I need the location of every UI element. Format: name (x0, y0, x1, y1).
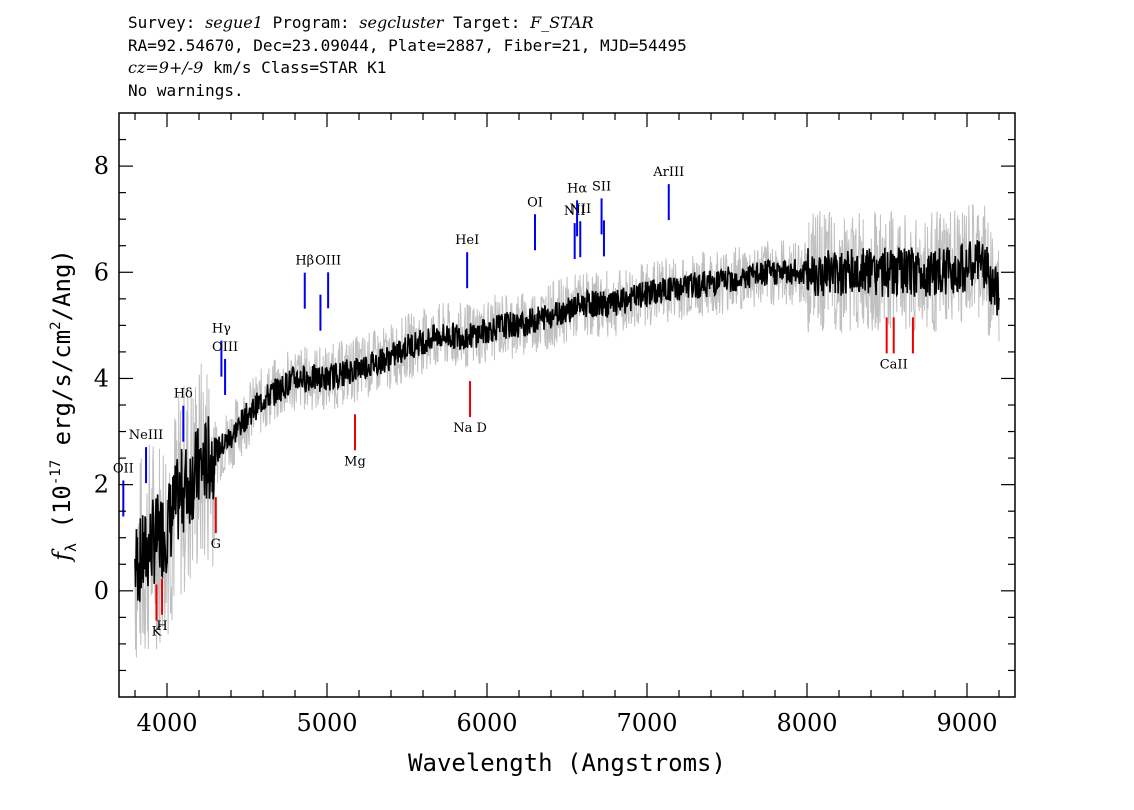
redshift-value: cz=9+/-9 (128, 58, 204, 77)
x-tick-label: 8000 (776, 709, 837, 737)
x-axis-title: Wavelength (Angstroms) (408, 749, 726, 777)
x-tick-label: 9000 (936, 709, 997, 737)
program-value: segcluster (359, 13, 444, 32)
absorption-line-label: H (156, 619, 167, 634)
x-tick-label: 7000 (616, 709, 677, 737)
emission-line-label: Hβ (295, 254, 314, 269)
flux-series (134, 240, 1000, 602)
survey-value: segue1 (205, 13, 263, 32)
axis-ticks: 4000 5000 6000 7000 8000 9000 0 2 4 6 8 (94, 113, 1015, 737)
target-label: Target: (453, 13, 521, 32)
series-layer (134, 204, 1000, 658)
y-tick-label: 6 (94, 258, 109, 286)
header-line-1: Survey: segue1 Program: segcluster Targe… (128, 12, 687, 35)
target-value: F_STAR (530, 13, 594, 32)
y-tick-label: 4 (94, 364, 109, 392)
emission-line-label: SII (592, 179, 611, 194)
y-tick-label: 0 (94, 577, 109, 605)
emission-line-label: OIII (315, 253, 341, 268)
y-tick-label: 8 (94, 152, 109, 180)
header-line-3: cz=9+/-9 km/s Class=STAR K1 (128, 57, 687, 80)
y-tick-label: 2 (94, 471, 109, 499)
x-tick-label: 5000 (296, 709, 357, 737)
emission-line-label: NII (569, 202, 591, 217)
emission-line-label: OIII (212, 340, 238, 355)
header-line-2: RA=92.54670, Dec=23.09044, Plate=2887, F… (128, 35, 687, 55)
emission-line-label: Hα (567, 181, 587, 196)
class-value: km/s Class=STAR K1 (213, 58, 387, 77)
y-axis-title: fλ (10-17 erg/s/cm2/Ang) (48, 249, 80, 563)
x-tick-label: 6000 (456, 709, 517, 737)
x-tick-label: 4000 (136, 709, 197, 737)
emission-line-label: HeI (455, 233, 479, 248)
emission-line-label: NII (564, 204, 586, 219)
emission-line-label: OI (527, 195, 543, 210)
emission-line-label: Hγ (212, 322, 231, 337)
spectrum-header: Survey: segue1 Program: segcluster Targe… (128, 12, 687, 102)
emission-line-label: OII (113, 461, 134, 476)
absorption-line-label: Mg (344, 454, 366, 469)
emission-line-label: ArIII (652, 165, 684, 180)
absorption-line-label: K (152, 625, 162, 640)
absorption-line-label: CaII (880, 357, 908, 372)
emission-line-label: NeIII (129, 428, 163, 443)
program-label: Program: (272, 13, 350, 32)
emission-line-label: Hδ (174, 387, 193, 402)
survey-label: Survey: (128, 13, 196, 32)
absorption-line-label: G (211, 537, 221, 552)
absorption-line-label: Na D (453, 421, 487, 436)
header-line-4: No warnings. (128, 80, 244, 100)
